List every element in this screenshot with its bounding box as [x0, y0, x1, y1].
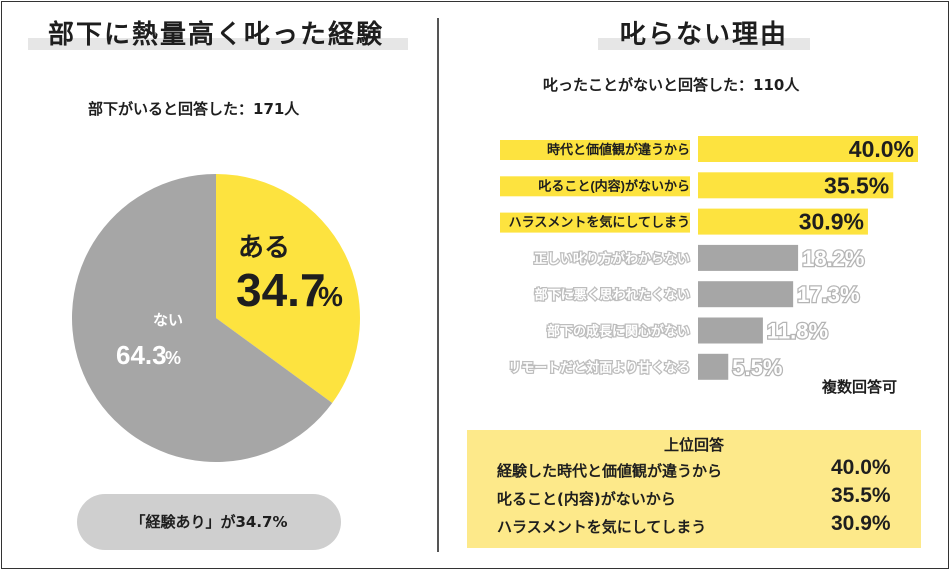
- top-answer-label: 叱ること(内容)がないから: [497, 490, 676, 508]
- bar-value-label: 40.0%: [849, 136, 914, 162]
- bar-value-label: 35.5%: [824, 172, 889, 198]
- left-subtitle: 部下がいると回答した：171人: [88, 100, 300, 118]
- bar-category-label: ハラスメントを気にしてしまう: [509, 215, 690, 230]
- bar: [698, 244, 799, 271]
- pie-value-unit: %: [318, 281, 343, 312]
- right-title: 叱らない理由: [620, 20, 789, 50]
- bar-category-highlight: [500, 176, 690, 197]
- top-answers-title: 上位回答: [663, 436, 724, 454]
- top-answers-box: 上位回答 経験した時代と価値観が違うから 40.0% 叱ること(内容)がないから…: [467, 430, 921, 548]
- bar: [698, 353, 729, 380]
- right-title-highlight: [598, 38, 810, 50]
- bar-category-label: リモートだと対面より甘くなる: [508, 360, 690, 375]
- top-answer-label: ハラスメントを気にしてしまう: [497, 518, 707, 536]
- pie-value: 34.7: [236, 264, 326, 316]
- bar-category-label: 部下の成長に関心がない: [547, 324, 690, 339]
- bar: [698, 172, 894, 199]
- bar-value-label: 18.2%: [802, 246, 864, 271]
- pie-value-unit: %: [165, 348, 181, 368]
- bar: [698, 208, 868, 235]
- pie-label: ない: [153, 312, 183, 329]
- bar: [698, 317, 763, 344]
- experience-pill: 「経験あり」が34.7%: [77, 494, 341, 550]
- bar-value-label: 30.9%: [799, 209, 864, 235]
- bar-category-label: 時代と価値観が違うから: [547, 142, 690, 157]
- panel-divider: [437, 18, 439, 552]
- pie-slice: [72, 174, 333, 463]
- left-title-highlight: [28, 38, 408, 50]
- reasons-bar-chart: 時代と価値観が違うから叱ること(内容)がないからハラスメントを気にしてしまう正し…: [500, 136, 918, 381]
- bar-value-label: 5.5%: [732, 355, 782, 380]
- top-answer-value: 35.5%: [831, 484, 891, 507]
- bar-category-highlight: [500, 140, 690, 160]
- pie-slice: [216, 174, 360, 404]
- bar-value-label: 17.3%: [797, 282, 859, 307]
- left-title: 部下に熱量高く叱った経験: [48, 20, 385, 50]
- multiple-answers-note: 複数回答可: [822, 378, 898, 396]
- bar-category-label: 正しい叱り方がわからない: [534, 251, 690, 266]
- top-answer-value: 40.0%: [831, 456, 891, 479]
- pie-label: ある: [238, 232, 290, 262]
- pie-value: 64.3: [116, 340, 167, 370]
- bar-value-label: 11.8%: [767, 319, 828, 344]
- top-answer-value: 30.9%: [831, 512, 891, 535]
- bar: [698, 136, 918, 162]
- bar-category-label: 部下に悪く思われたくない: [535, 287, 690, 302]
- bar-category-label: 叱ること(内容)がないから: [538, 178, 690, 193]
- bar: [698, 281, 794, 308]
- experience-pill-text: 「経験あり」が34.7%: [130, 513, 288, 531]
- right-subtitle: 叱ったことがないと回答した：110人: [543, 76, 800, 94]
- bar-category-highlight: [500, 212, 690, 233]
- top-answer-label: 経験した時代と価値観が違うから: [497, 462, 723, 480]
